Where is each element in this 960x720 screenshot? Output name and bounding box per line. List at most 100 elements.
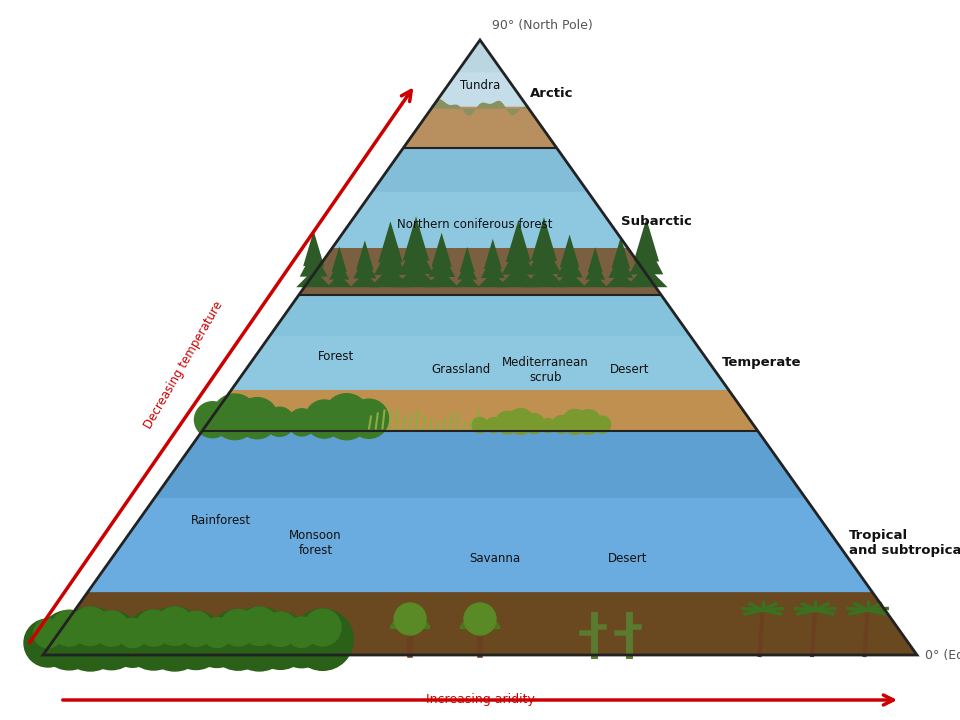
Circle shape bbox=[305, 400, 344, 438]
Polygon shape bbox=[553, 271, 586, 287]
Polygon shape bbox=[506, 220, 531, 262]
Polygon shape bbox=[630, 242, 663, 274]
Polygon shape bbox=[424, 270, 459, 287]
Polygon shape bbox=[353, 256, 376, 279]
Polygon shape bbox=[297, 269, 331, 287]
Polygon shape bbox=[326, 274, 352, 287]
Polygon shape bbox=[203, 295, 757, 431]
Circle shape bbox=[304, 609, 341, 646]
Polygon shape bbox=[331, 246, 347, 272]
Polygon shape bbox=[457, 40, 503, 72]
Polygon shape bbox=[155, 431, 805, 498]
Text: 0° (Equator): 0° (Equator) bbox=[925, 649, 960, 662]
Text: Forest: Forest bbox=[318, 350, 354, 363]
Circle shape bbox=[71, 607, 109, 645]
Polygon shape bbox=[481, 256, 505, 278]
Circle shape bbox=[394, 603, 426, 635]
Text: Savanna: Savanna bbox=[469, 552, 520, 565]
Circle shape bbox=[118, 618, 147, 648]
Polygon shape bbox=[356, 240, 373, 270]
Polygon shape bbox=[527, 241, 562, 274]
Circle shape bbox=[252, 612, 309, 670]
Polygon shape bbox=[609, 254, 634, 278]
Circle shape bbox=[495, 411, 518, 434]
Circle shape bbox=[124, 610, 183, 670]
Circle shape bbox=[540, 418, 555, 433]
Circle shape bbox=[563, 410, 588, 434]
Polygon shape bbox=[497, 266, 540, 287]
Polygon shape bbox=[428, 251, 455, 277]
Circle shape bbox=[108, 618, 157, 667]
Text: Mediterranean
scrub: Mediterranean scrub bbox=[502, 356, 588, 384]
Circle shape bbox=[34, 619, 62, 648]
Circle shape bbox=[593, 416, 611, 433]
Polygon shape bbox=[374, 244, 407, 275]
Circle shape bbox=[24, 619, 72, 667]
Polygon shape bbox=[560, 235, 580, 267]
Polygon shape bbox=[460, 247, 474, 272]
Polygon shape bbox=[612, 237, 630, 269]
Text: Subarctic: Subarctic bbox=[621, 215, 692, 228]
Polygon shape bbox=[403, 217, 429, 261]
Polygon shape bbox=[203, 390, 757, 431]
Circle shape bbox=[202, 618, 232, 647]
Text: Desert: Desert bbox=[608, 552, 647, 565]
Polygon shape bbox=[299, 148, 661, 295]
Polygon shape bbox=[455, 274, 480, 287]
Circle shape bbox=[212, 394, 257, 440]
Circle shape bbox=[143, 607, 206, 671]
Text: Grassland: Grassland bbox=[432, 363, 491, 376]
Circle shape bbox=[286, 617, 317, 647]
Circle shape bbox=[240, 607, 278, 645]
Text: Tropical
and subtropical: Tropical and subtropical bbox=[850, 528, 960, 557]
Polygon shape bbox=[350, 273, 379, 287]
Circle shape bbox=[508, 408, 534, 434]
Polygon shape bbox=[378, 221, 402, 263]
Polygon shape bbox=[403, 107, 557, 148]
Circle shape bbox=[292, 609, 353, 670]
Polygon shape bbox=[43, 592, 917, 655]
Circle shape bbox=[59, 607, 122, 671]
Circle shape bbox=[94, 611, 129, 646]
Circle shape bbox=[192, 618, 242, 667]
Text: Decreasing temperature: Decreasing temperature bbox=[142, 299, 226, 431]
Circle shape bbox=[553, 415, 570, 433]
Polygon shape bbox=[299, 248, 661, 295]
Polygon shape bbox=[625, 266, 667, 287]
Polygon shape bbox=[557, 253, 583, 277]
Circle shape bbox=[220, 609, 256, 646]
Polygon shape bbox=[300, 251, 327, 276]
Polygon shape bbox=[484, 239, 502, 269]
Circle shape bbox=[265, 408, 294, 436]
Polygon shape bbox=[398, 240, 434, 274]
Circle shape bbox=[263, 612, 298, 647]
Polygon shape bbox=[583, 275, 608, 287]
Circle shape bbox=[135, 610, 172, 646]
Circle shape bbox=[237, 397, 277, 438]
Circle shape bbox=[349, 399, 389, 438]
Circle shape bbox=[82, 611, 141, 670]
Circle shape bbox=[472, 418, 488, 433]
Polygon shape bbox=[403, 40, 557, 148]
Polygon shape bbox=[270, 295, 690, 336]
Circle shape bbox=[486, 418, 501, 433]
Polygon shape bbox=[502, 243, 535, 274]
Polygon shape bbox=[522, 266, 565, 287]
Polygon shape bbox=[588, 247, 603, 272]
Circle shape bbox=[288, 409, 316, 436]
Circle shape bbox=[228, 607, 291, 671]
Circle shape bbox=[156, 607, 194, 645]
Text: Temperate: Temperate bbox=[721, 356, 801, 369]
Polygon shape bbox=[605, 271, 636, 287]
Text: Desert: Desert bbox=[611, 363, 650, 376]
Polygon shape bbox=[634, 219, 660, 261]
Polygon shape bbox=[395, 265, 438, 287]
Circle shape bbox=[179, 611, 213, 647]
Circle shape bbox=[207, 609, 269, 670]
Circle shape bbox=[464, 603, 496, 635]
Circle shape bbox=[195, 402, 230, 438]
Polygon shape bbox=[531, 217, 557, 261]
Text: Monsoon
forest: Monsoon forest bbox=[289, 528, 342, 557]
Text: Rainforest: Rainforest bbox=[190, 514, 251, 527]
Polygon shape bbox=[372, 148, 588, 192]
